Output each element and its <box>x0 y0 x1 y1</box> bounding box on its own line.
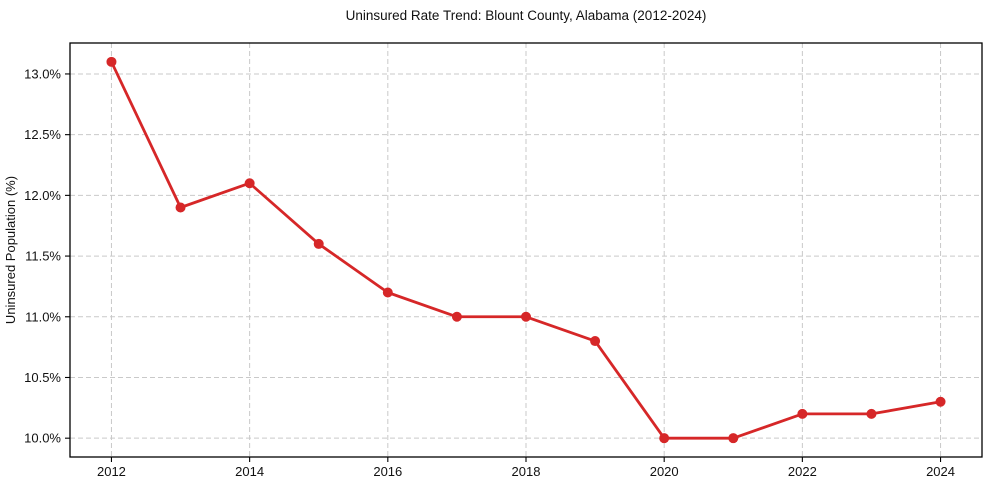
data-point-2020 <box>659 433 670 444</box>
data-point-2019 <box>590 336 601 347</box>
plot-border <box>69 42 983 458</box>
data-point-2018 <box>521 311 531 322</box>
x-tick-label: 2024 <box>926 464 955 479</box>
data-point-2012 <box>106 56 117 67</box>
y-tick-label: 11.0% <box>25 309 61 324</box>
series-layer <box>106 56 946 444</box>
data-point-2013 <box>175 202 186 213</box>
x-tick-label: 2012 <box>97 464 126 479</box>
data-point-2014 <box>244 178 255 189</box>
grid-layer <box>70 43 982 457</box>
y-axis-label: Uninsured Population (%) <box>3 176 18 324</box>
x-tick-label: 2022 <box>788 464 817 479</box>
data-point-2021 <box>728 433 739 444</box>
data-point-2016 <box>382 287 393 298</box>
data-point-2015 <box>313 238 324 249</box>
axis-layer: 2012 2014 2016 2018 2020 2022 2024 10.0% 10.5% 11… <box>24 42 983 479</box>
y-tick-label: 12.5% <box>24 127 61 142</box>
x-tick-label: 2014 <box>235 464 264 479</box>
y-tick-label: 13.0% <box>24 66 61 81</box>
y-tick-label: 10.5% <box>24 370 61 385</box>
y-tick-label: 10.0% <box>24 431 61 446</box>
y-tick-label: 11.5% <box>25 249 61 264</box>
x-tick-label: 2018 <box>512 464 541 479</box>
x-tick-label: 2020 <box>650 464 679 479</box>
chart-title: Uninsured Rate Trend: Blount County, Ala… <box>346 8 707 23</box>
x-tick-label: 2016 <box>373 464 402 479</box>
data-point-2024 <box>935 396 946 407</box>
data-point-2023 <box>866 408 877 419</box>
data-point-2017 <box>451 311 462 322</box>
data-point-2022 <box>797 408 808 419</box>
y-tick-label: 12.0% <box>24 188 61 203</box>
